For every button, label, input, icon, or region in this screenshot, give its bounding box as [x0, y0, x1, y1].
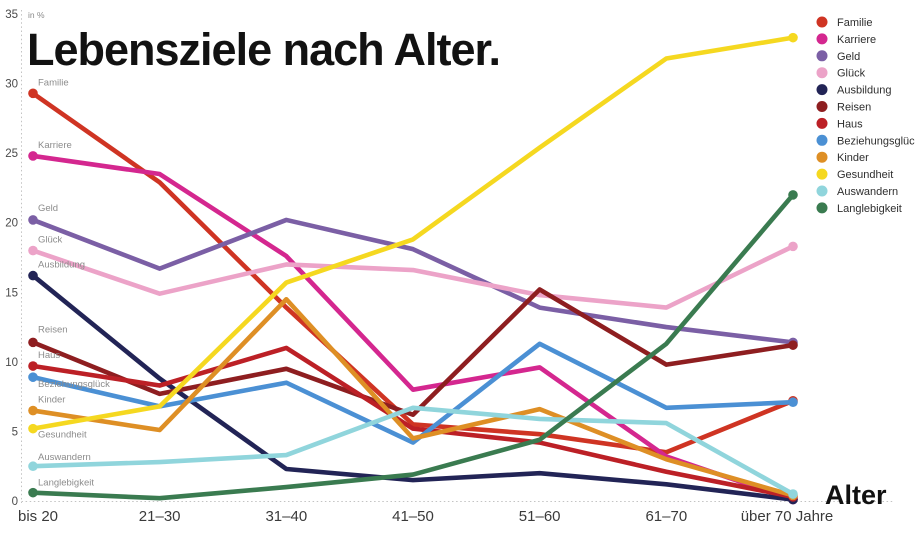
x-tick-label-31-40: 31–40 [265, 508, 307, 525]
series-end-dot-beziehungsgl-ck [788, 397, 798, 408]
series-line-karriere [30, 153, 796, 502]
legend-item-beziehungsgl-ck: Beziehungsglück [816, 134, 915, 147]
legend-label-beziehungsgl-ck: Beziehungsglück [837, 135, 915, 147]
series-end-dot-auswandern [788, 489, 798, 499]
y-tick-label-35: 35 [5, 9, 18, 21]
legend-swatch-beziehungsgl-ck [816, 134, 828, 146]
series-start-dot-geld [28, 215, 38, 225]
series-line-ausbildung [30, 273, 796, 502]
series-label-beziehungsgl-ck: Beziehungsglück [38, 379, 110, 390]
series-start-dot-reisen [28, 337, 38, 348]
series-label-ausbildung: Ausbildung [38, 260, 85, 271]
legend-item-haus: Haus [816, 117, 863, 130]
series-line-reisen [30, 287, 796, 418]
legend-item-auswandern: Auswandern [816, 185, 898, 198]
y-tick-label-5: 5 [12, 426, 18, 438]
legend-item-langlebigkeit: Langlebigkeit [816, 202, 902, 215]
series-label-karriere: Karriere [38, 140, 72, 151]
y-tick-label-0: 0 [12, 496, 18, 508]
y-axis-unit-label: in % [28, 10, 45, 20]
legend-label-gesundheit: Gesundheit [837, 169, 893, 181]
legend-swatch-langlebigkeit [816, 202, 828, 214]
series-label-gl-ck: Glück [38, 235, 63, 246]
legend-label-langlebigkeit: Langlebigkeit [837, 203, 902, 215]
series-label-geld: Geld [38, 203, 58, 214]
y-tick-label-10: 10 [5, 357, 18, 369]
y-tick-label-30: 30 [5, 79, 18, 91]
x-axis-title: Alter [825, 480, 887, 510]
legend-item-reisen: Reisen [816, 101, 871, 114]
series-label-haus: Haus [38, 350, 60, 361]
series-label-familie: Familie [38, 77, 69, 88]
x-tick-label-41-50: 41–50 [392, 508, 434, 525]
series-label-kinder: Kinder [38, 395, 65, 406]
legend-label-reisen: Reisen [837, 102, 871, 114]
x-tick-label-21-30: 21–30 [139, 508, 181, 525]
page-title: Lebensziele nach Alter. [27, 24, 501, 75]
legend-item-gl-ck: Glück [816, 67, 866, 80]
series-line-geld [30, 217, 796, 345]
legend-swatch-reisen [816, 101, 828, 112]
legend-item-kinder: Kinder [816, 151, 869, 164]
series-line-langlebigkeit [30, 192, 796, 501]
legend-swatch-karriere [816, 33, 828, 45]
series-start-dot-karriere [28, 151, 38, 161]
x-tick-label-51-60: 51–60 [519, 508, 561, 525]
series-label-auswandern: Auswandern [38, 452, 91, 463]
series-start-dot-gl-ck [28, 245, 38, 256]
legend-swatch-haus [816, 117, 828, 129]
series-start-dot-beziehungsgl-ck [28, 372, 38, 382]
legend-swatch-gesundheit [816, 168, 828, 180]
series-start-dot-gesundheit [28, 423, 38, 434]
series-line-auswandern [30, 405, 796, 497]
x-tick-label-bis-20: bis 20 [18, 508, 58, 525]
x-tick-label--ber-70-jahre: über 70 Jahre [741, 508, 834, 525]
legend-item-geld: Geld [816, 50, 860, 63]
legend-label-geld: Geld [837, 51, 860, 63]
series-start-dot-kinder [28, 405, 38, 416]
y-tick-label-25: 25 [5, 148, 18, 160]
legend-label-kinder: Kinder [837, 152, 869, 164]
series-label-reisen: Reisen [38, 324, 68, 335]
series-start-dot-familie [28, 88, 38, 99]
series-label-gesundheit: Gesundheit [38, 430, 87, 441]
series-end-dot-gl-ck [788, 241, 798, 252]
legend-label-auswandern: Auswandern [837, 186, 898, 198]
legend-item-karriere: Karriere [816, 33, 876, 46]
series-start-dot-haus [28, 361, 38, 371]
legend-label-karriere: Karriere [837, 34, 876, 46]
series-start-dot-auswandern [28, 461, 38, 472]
series-line-gl-ck [30, 244, 796, 310]
legend-label-ausbildung: Ausbildung [837, 85, 891, 97]
y-tick-label-20: 20 [5, 218, 18, 230]
series-end-dot-langlebigkeit [788, 190, 798, 200]
legend-swatch-auswandern [816, 185, 828, 197]
series-line-gesundheit [30, 35, 796, 431]
series-line-haus [30, 345, 796, 500]
legend-label-gl-ck: Glück [837, 68, 866, 80]
series-line-kinder [30, 296, 796, 498]
legend-item-ausbildung: Ausbildung [816, 84, 891, 97]
legend-item-familie: Familie [816, 16, 872, 29]
series-line-familie [30, 91, 796, 455]
x-tick-label-61-70: 61–70 [645, 508, 687, 525]
legend-item-gesundheit: Gesundheit [816, 168, 893, 181]
legend-swatch-familie [816, 16, 828, 28]
legend-label-familie: Familie [837, 17, 872, 29]
series-end-dot-reisen [788, 340, 798, 350]
series-end-dot-gesundheit [788, 32, 798, 43]
legend-swatch-ausbildung [816, 84, 828, 96]
series-label-langlebigkeit: Langlebigkeit [38, 478, 94, 489]
legend-swatch-geld [816, 50, 828, 62]
legend-swatch-gl-ck [816, 67, 828, 79]
legend-swatch-kinder [816, 151, 828, 163]
legend-label-haus: Haus [837, 118, 863, 130]
series-start-dot-ausbildung [28, 270, 38, 281]
series-start-dot-langlebigkeit [28, 487, 38, 498]
y-tick-label-15: 15 [5, 287, 18, 299]
